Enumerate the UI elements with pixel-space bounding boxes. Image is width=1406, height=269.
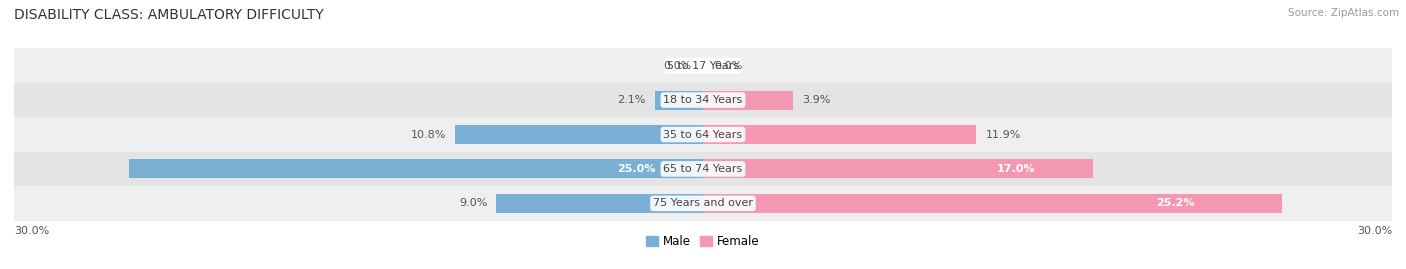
Text: 0.0%: 0.0%	[714, 61, 742, 71]
Bar	[703, 125, 976, 144]
Text: Source: ZipAtlas.com: Source: ZipAtlas.com	[1288, 8, 1399, 18]
Text: 17.0%: 17.0%	[997, 164, 1035, 174]
Bar	[129, 160, 703, 178]
Bar	[655, 91, 703, 109]
Text: 75 Years and over: 75 Years and over	[652, 198, 754, 208]
Text: 30.0%: 30.0%	[14, 226, 49, 236]
Text: 0.0%: 0.0%	[664, 61, 692, 71]
Bar	[456, 125, 703, 144]
Text: 9.0%: 9.0%	[458, 198, 486, 208]
Bar	[14, 186, 1392, 221]
Bar	[14, 48, 1392, 83]
Bar	[14, 117, 1392, 152]
Text: 18 to 34 Years: 18 to 34 Years	[664, 95, 742, 105]
Bar	[14, 83, 1392, 117]
Text: 25.2%: 25.2%	[1156, 198, 1195, 208]
Bar	[703, 194, 1282, 213]
Text: 10.8%: 10.8%	[411, 129, 446, 140]
Text: 25.0%: 25.0%	[617, 164, 655, 174]
Text: 5 to 17 Years: 5 to 17 Years	[666, 61, 740, 71]
Text: 2.1%: 2.1%	[617, 95, 645, 105]
Text: 35 to 64 Years: 35 to 64 Years	[664, 129, 742, 140]
Text: 65 to 74 Years: 65 to 74 Years	[664, 164, 742, 174]
Legend: Male, Female: Male, Female	[641, 230, 765, 253]
Bar	[703, 160, 1094, 178]
Text: 3.9%: 3.9%	[801, 95, 830, 105]
Text: 11.9%: 11.9%	[986, 129, 1021, 140]
Text: DISABILITY CLASS: AMBULATORY DIFFICULTY: DISABILITY CLASS: AMBULATORY DIFFICULTY	[14, 8, 323, 22]
Bar	[496, 194, 703, 213]
Bar	[703, 91, 793, 109]
Text: 30.0%: 30.0%	[1357, 226, 1392, 236]
Bar	[14, 152, 1392, 186]
